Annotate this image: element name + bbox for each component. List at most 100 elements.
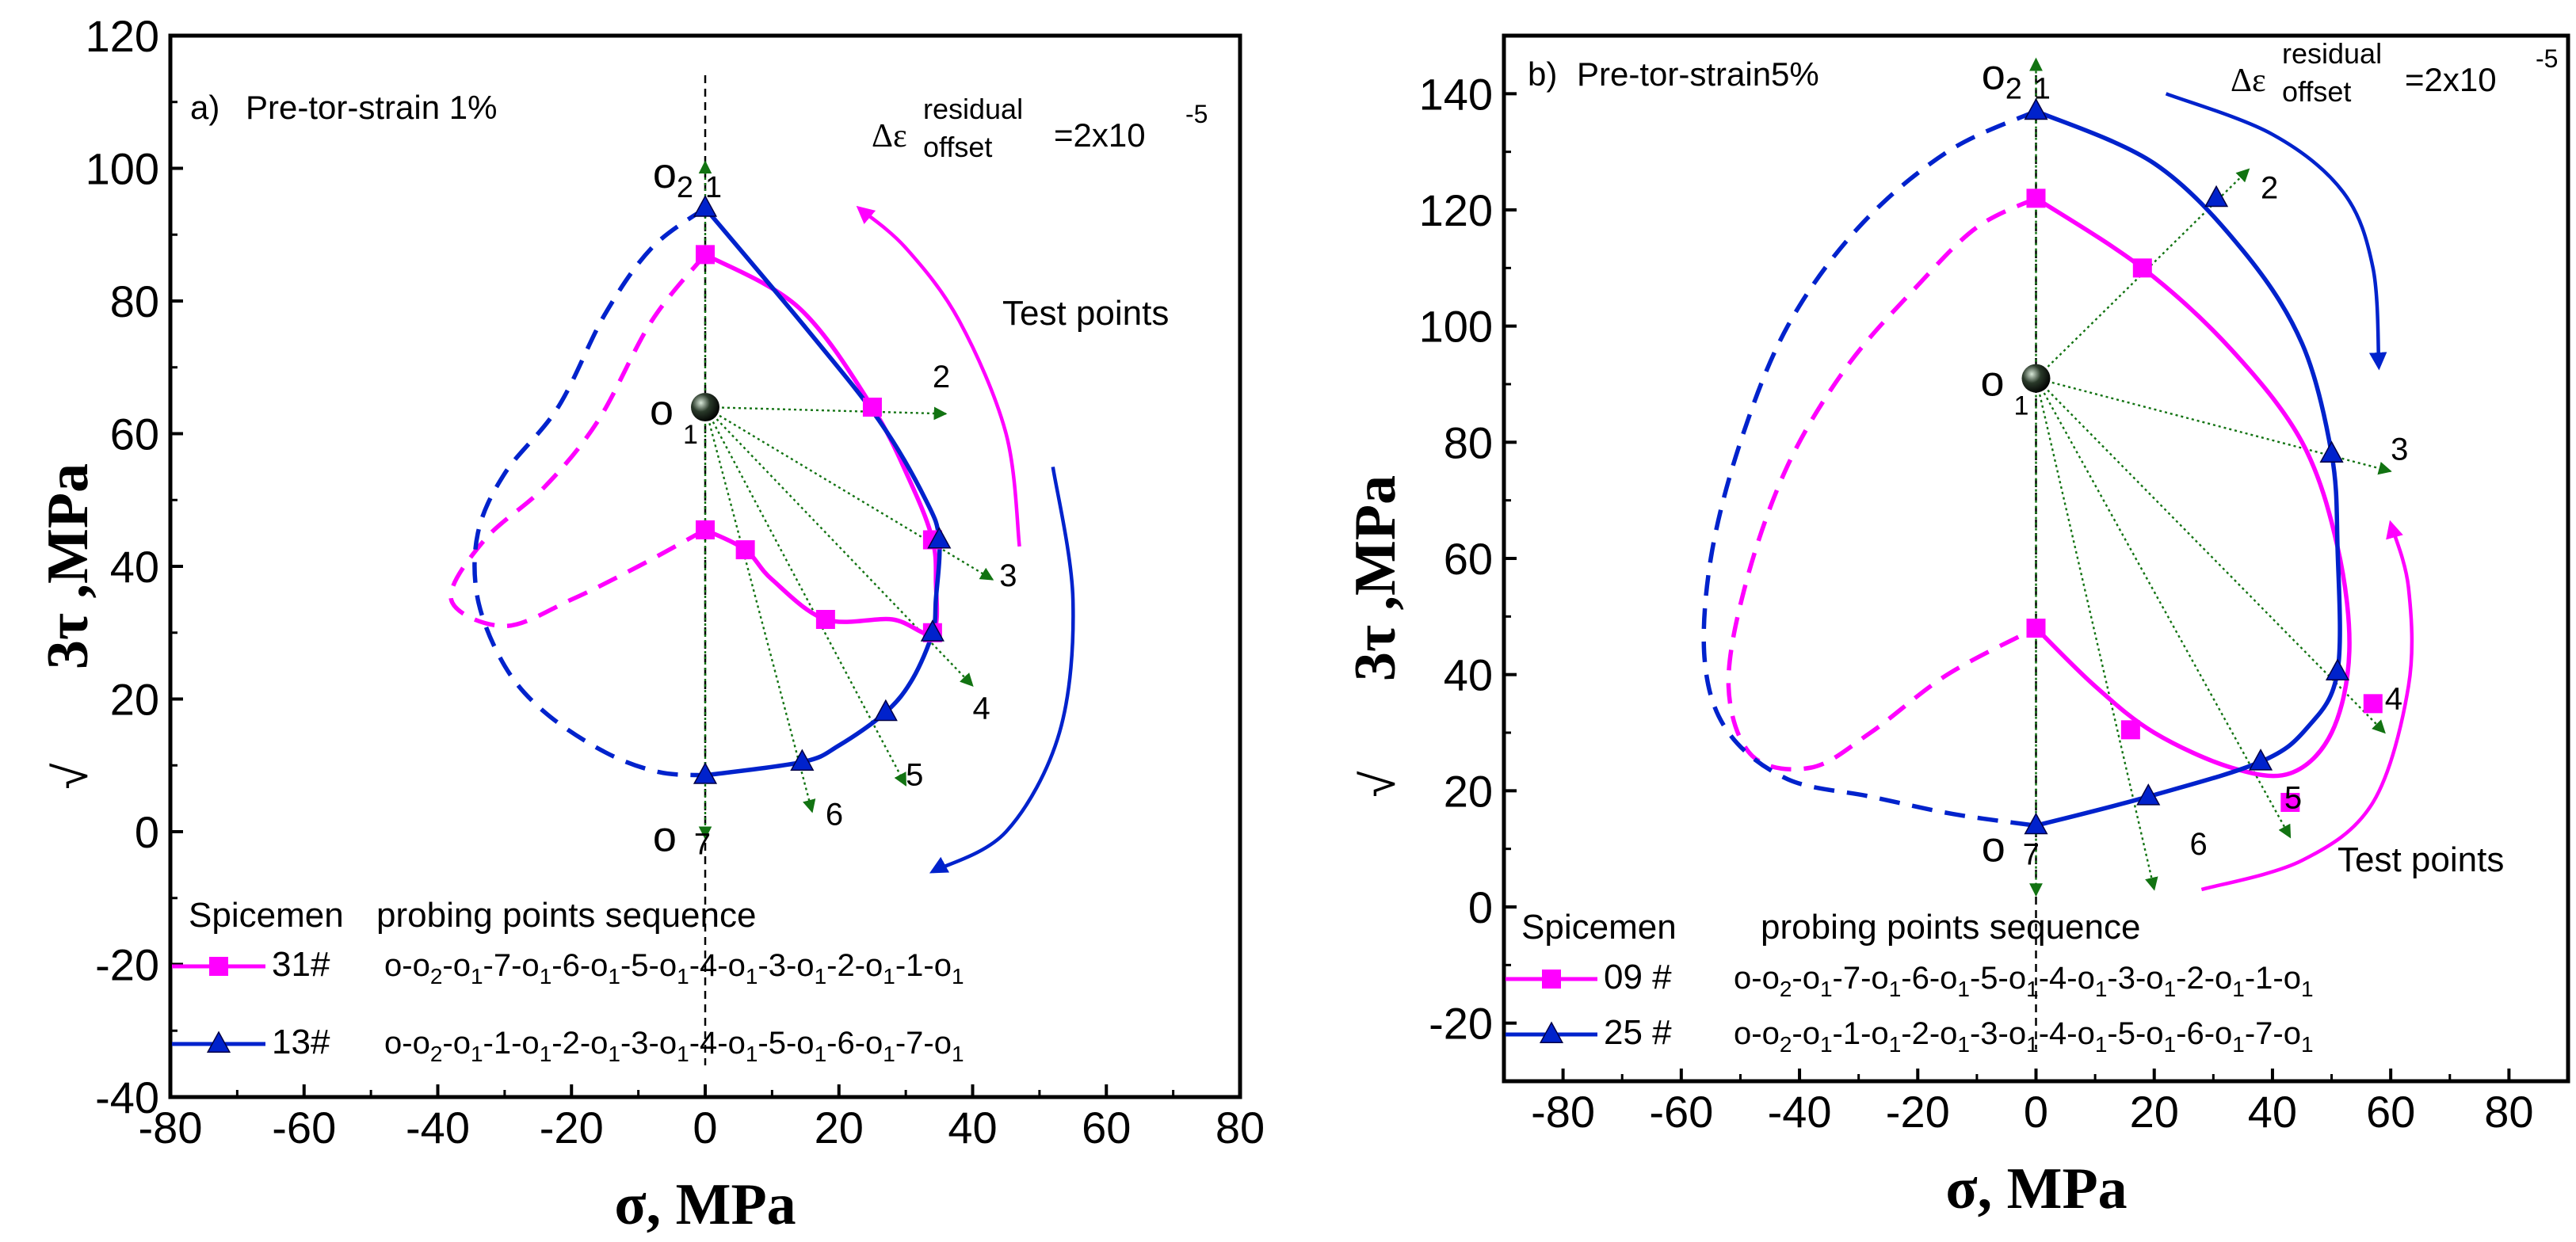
y-tick-label: 40 [110,542,159,592]
point-label: 5 [906,757,923,792]
series-solid-curve [2034,196,2352,779]
offset-sub: offset [923,131,992,163]
y-axis-radical: √ [1352,771,1405,797]
square-marker [2363,694,2383,714]
y-tick-label: 100 [86,144,159,194]
point-label: 6 [826,798,843,832]
axis-ticks [1504,92,2511,1081]
legend-header-left: Spicemen [189,896,344,935]
axis-ticks [169,34,1242,1099]
legend-series-name: 31# [272,945,330,984]
triangle-marker [2136,783,2161,806]
y-tick-labels: -20 0 20 40 60 80 100 120 140 [1419,69,1493,1048]
data-markers [2024,97,2383,835]
y-axis-label: 3τ ,MPa [1343,475,1408,681]
data-markers [693,195,952,784]
probe-arrow [704,406,907,787]
point-label-o: o [1982,824,2005,871]
point-label: 5 [2284,780,2302,815]
offset-exp: -5 [1185,100,1208,128]
square-marker [2280,793,2300,812]
guide-arcs [856,205,1075,874]
panel-label: b) [1528,55,1557,93]
triangle-marker [2204,185,2229,208]
point-label-num: 5 [906,757,923,792]
point-label: 6 [2189,827,2207,862]
probe-arrow [2035,378,2158,891]
y-tick-label: 120 [86,11,159,61]
y-axis-label-main: 3τ ,MPa [36,463,101,669]
y-tick-label: 0 [135,807,159,857]
test-direction-arc [2165,92,2387,371]
triangle-marker [873,699,898,722]
y-tick-label: 100 [1419,302,1493,352]
point-label-o: o [653,813,677,860]
y-axis-label: 3τ ,MPa [36,463,101,669]
center-label: o [1981,358,2005,406]
probe-arrow [2035,378,2292,839]
y-tick-labels: -40 -20 0 20 40 60 80 100 120 [86,11,159,1122]
x-tick-label: -20 [1886,1087,1950,1137]
panel-title: Pre-tor-strain5% [1577,55,1819,93]
offset-sup: residual [2282,37,2382,70]
point-label-num: 3 [999,558,1017,593]
triangle-marker [2319,440,2344,463]
point-label-num: 4 [2385,682,2402,717]
y-tick-label: 120 [1419,185,1493,235]
y-tick-label: 0 [1468,882,1493,932]
y-tick-label: 40 [1444,650,1493,700]
legend-series-name: 13# [272,1023,330,1061]
test-direction-arc [856,205,1021,547]
triangle-marker [927,526,952,549]
series-solid-curve [703,207,942,778]
triangle-marker [206,1031,231,1053]
probe-arrow [704,406,994,581]
legend-rows: 09 # o-o2-o1-7-o1-6-o1-5-o1-4-o1-3-o1-2-o… [1506,958,2314,1057]
triangle-marker [693,195,718,217]
y-tick-label: 140 [1419,69,1493,119]
square-marker [2026,619,2046,638]
offset-value: =2x10 [1054,116,1146,154]
probe-arrow [704,406,948,421]
x-tick-label: -80 [1531,1087,1595,1137]
center-label-sub: 1 [2014,391,2029,421]
point-label: 4 [973,691,990,726]
x-tick-label: -60 [272,1103,336,1152]
square-marker [696,520,715,539]
guide-arcs [2165,92,2414,892]
legend-sequence: o-o2-o1-1-o1-2-o1-3-o1-4-o1-5-o1-6-o1-7-… [1734,1016,2314,1057]
x-tick-label: -60 [1649,1087,1713,1137]
x-axis-label: σ, MPa [1945,1156,2127,1221]
offset-sub: offset [2282,75,2351,108]
center-label-sub: 1 [683,420,698,450]
y-tick-label: 60 [110,410,159,459]
y-tick-label: 20 [110,675,159,725]
square-marker [2026,189,2046,208]
y-tick-label: 80 [110,276,159,326]
x-tick-labels: -80 -60 -40 -20 0 20 40 60 80 [139,1103,1265,1152]
y-tick-label: 80 [1444,417,1493,467]
x-tick-label: -20 [540,1103,604,1152]
x-tick-label: 40 [948,1103,997,1152]
series-dashed-curve [1701,109,2037,829]
x-tick-label: 60 [1082,1103,1131,1152]
offset-delta: Δε [2231,63,2266,99]
legend: Spicemen probing points sequence 31# o-o2… [172,896,964,1066]
center-point-ball [691,393,719,421]
y-tick-label: -40 [95,1072,159,1122]
center-label: o [650,387,674,434]
y-tick-label: -20 [95,940,159,990]
test-points-label: Test points [2337,840,2504,879]
x-axis-label: σ, MPa [614,1172,796,1237]
y-tick-label: -20 [1429,999,1493,1049]
test-direction-arc [929,467,1075,874]
square-marker [735,540,755,560]
offset-annotation: Δε residual offset =2x10 -5 [2231,37,2558,108]
triangle-marker [920,619,945,642]
triangle-marker [2024,97,2048,120]
test-direction-arc [2200,520,2414,892]
